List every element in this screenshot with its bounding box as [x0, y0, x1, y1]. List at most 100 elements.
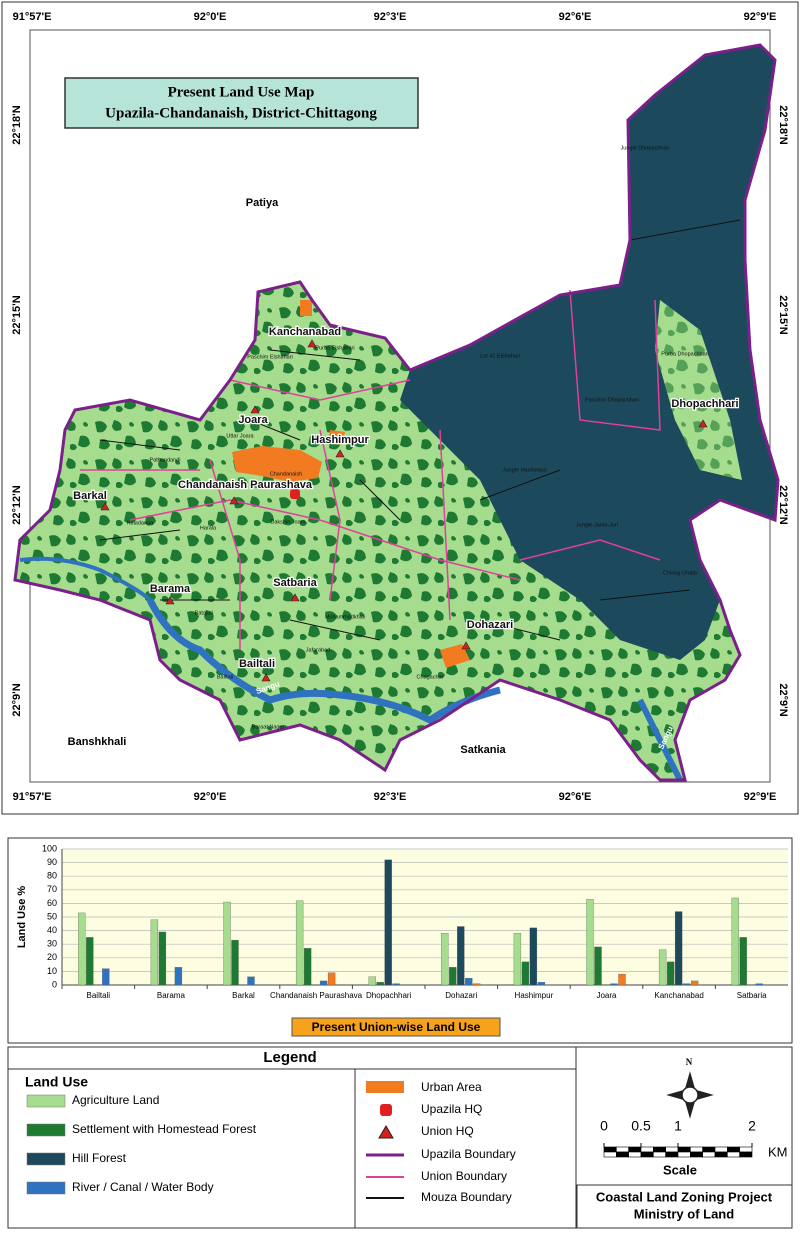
legend-label: Hill Forest: [72, 1151, 127, 1165]
scale-tick-label: 2: [748, 1118, 756, 1134]
union-hq: [335, 449, 345, 458]
union-label: Barama: [150, 583, 191, 595]
mouza-label: Jungle Hashimpur: [503, 467, 547, 473]
mouza-boundary: [99, 219, 741, 641]
legend-swatch: [26, 1181, 66, 1195]
bar: [658, 949, 667, 986]
scale-cell: [640, 1151, 654, 1158]
bar: [690, 980, 699, 986]
bar: [392, 983, 400, 986]
bar: [513, 933, 522, 986]
credit: Ministry of Land: [634, 1206, 734, 1221]
legend-label: Upazila Boundary: [421, 1147, 516, 1161]
river: [146, 598, 501, 725]
bar: [327, 972, 336, 986]
scale-cell: [603, 1151, 617, 1158]
union-hq: [165, 596, 175, 605]
legend-swatch: [366, 1081, 404, 1093]
lon-label: 91°57'E: [13, 11, 52, 23]
bar: [247, 976, 255, 986]
x-tick-label: Hashimpur: [515, 991, 554, 1000]
lon-label: 92°6'E: [559, 791, 592, 803]
union-hq-group: [100, 339, 708, 682]
legend-label: Agriculture Land: [72, 1093, 159, 1107]
mouza-label: Bailtali: [217, 674, 233, 680]
scale-cell: [628, 1146, 642, 1153]
scale-tick-label: 0.5: [631, 1118, 651, 1134]
scale-cell: [702, 1151, 716, 1158]
union-label: Dohazari: [467, 619, 513, 631]
legend-swatch: [26, 1152, 66, 1166]
bar: [295, 900, 304, 986]
scale-cell: [677, 1146, 691, 1153]
lon-label: 92°3'E: [374, 791, 407, 803]
canal: [19, 556, 152, 602]
legend-label: Settlement with Homestead Forest: [72, 1122, 257, 1136]
mouza-label: Chagachar: [417, 674, 444, 680]
x-tick-label: Chandanaish Paurashava: [270, 991, 363, 1000]
bar: [174, 967, 183, 986]
mouza-label: Uttar Joara: [226, 433, 254, 439]
scale-label: Scale: [663, 1162, 697, 1177]
legend-title: Legend: [263, 1049, 316, 1066]
scale-cell: [653, 1146, 666, 1153]
bar: [303, 948, 312, 986]
lat-label: 22°9'N: [11, 683, 23, 716]
bar: [384, 859, 392, 986]
bar: [666, 961, 675, 986]
bar: [682, 983, 691, 986]
x-tick-label: Satbaria: [737, 991, 767, 1000]
mouza-label: Purba Dhopachhari: [661, 351, 708, 357]
legend-label: Union Boundary: [421, 1169, 507, 1183]
y-tick-label: 40: [47, 925, 57, 935]
mouza-label: Chiring Ghata: [663, 570, 698, 576]
lat-label: 22°18'N: [11, 105, 23, 144]
scale-cell: [739, 1146, 753, 1153]
scale-cell: [677, 1151, 691, 1158]
bar: [465, 978, 473, 986]
neighbour-label: Patiya: [246, 197, 279, 209]
bar: [78, 912, 86, 986]
x-tick-label: Dohazari: [445, 991, 477, 1000]
lon-label: 92°0'E: [194, 791, 227, 803]
lat-label: 22°18'N: [777, 105, 789, 144]
union-hq: [307, 339, 317, 348]
map-title-box: [64, 77, 419, 129]
scale-cell: [603, 1146, 617, 1153]
mouza-label: Pathandandi: [150, 457, 181, 463]
lon-label: 92°9'E: [744, 11, 777, 23]
lat-label: 22°15'N: [777, 295, 789, 334]
scale-cell: [616, 1146, 629, 1153]
bar: [150, 919, 159, 986]
lon-label: 92°3'E: [374, 11, 407, 23]
neighbour-label: Satkania: [460, 744, 506, 756]
lon-label: 92°9'E: [744, 791, 777, 803]
mouza-labels: Jungle Dhopachhari Lot 41 Elshahari Pasc…: [127, 145, 709, 730]
union-label: Joara: [238, 414, 268, 426]
river: [637, 698, 683, 782]
scale-cell: [665, 1151, 679, 1158]
bar: [449, 967, 457, 986]
scale-cell: [702, 1146, 716, 1153]
y-tick-label: 80: [47, 871, 57, 881]
mouza-label: Batajuri: [195, 610, 214, 616]
bar: [376, 982, 384, 986]
legend-symbol: [380, 1104, 392, 1116]
mouza-label: Baraat Nagar: [252, 724, 285, 730]
scale-cell: [739, 1151, 753, 1158]
lat-label: 22°9'N: [777, 683, 789, 716]
upazila-hq: [290, 489, 300, 499]
bar: [739, 937, 747, 986]
scale-tick-label: 1: [674, 1118, 682, 1134]
chart-title: Present Union-wise Land Use: [312, 1020, 481, 1034]
bar: [594, 946, 602, 986]
mouza-label: Jafarabad: [306, 647, 330, 653]
legend-label: Mouza Boundary: [421, 1190, 512, 1204]
mouza-label: Jungle-Jamir-Juri: [576, 522, 618, 528]
scale-cell: [665, 1146, 679, 1153]
map-subtitle: Upazila-Chandanaish, District-Chittagong: [105, 105, 377, 121]
scale-bar: 0 0.5 1 2: [600, 1118, 756, 1158]
union-hq: [290, 593, 300, 602]
lat-label: 22°15'N: [11, 295, 23, 334]
